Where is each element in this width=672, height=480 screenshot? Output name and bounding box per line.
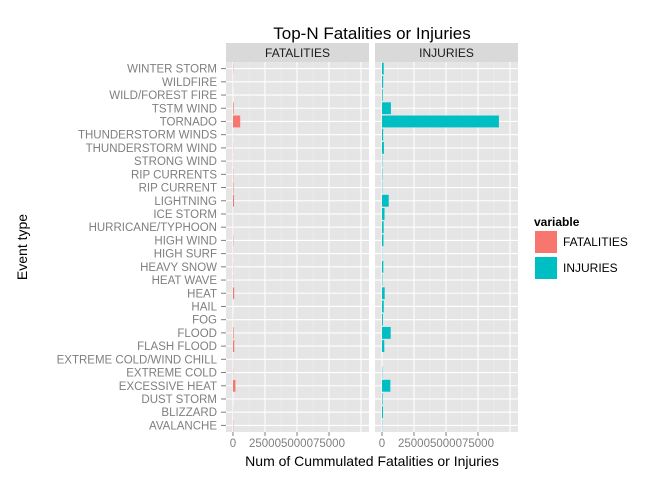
bar-injuries-hail: [382, 300, 384, 313]
x-tick-label: 0: [379, 438, 385, 450]
bar-injuries-wild-forest-fire: [382, 89, 383, 101]
y-tick-label: LIGHTNING: [154, 196, 217, 208]
bar-injuries-high-wind: [382, 234, 384, 247]
x-tick-label: 25000: [249, 438, 281, 450]
bar-injuries-fog: [382, 313, 383, 326]
legend-swatch-injuries: [535, 257, 557, 279]
bar-fatalities-heat: [233, 287, 235, 300]
y-tick-label: RIP CURRENTS: [131, 169, 217, 181]
legend-label-fatalities: FATALITIES: [563, 235, 628, 249]
y-tick-label: HEAT WAVE: [152, 275, 218, 287]
facet-strip-fatalities: [226, 43, 369, 62]
bar-injuries-blizzard: [382, 406, 384, 419]
y-tick-label: THUNDERSTORM WIND: [86, 143, 217, 155]
bar-injuries-flash-flood: [382, 340, 385, 353]
y-tick-label: THUNDERSTORM WINDS: [78, 130, 217, 142]
bar-fatalities-tornado: [233, 115, 241, 128]
bar-injuries-tornado: [382, 115, 499, 128]
chart-title: Top-N Fatalities or Injuries: [273, 24, 470, 43]
y-tick-label: AVALANCHE: [149, 420, 217, 432]
bar-injuries-tstm-wind: [382, 102, 391, 115]
x-axis: 0 25000 50000 75000 0 25000 50000 75000: [230, 432, 494, 450]
x-tick-label: 25000: [398, 438, 430, 450]
x-tick-label: 75000: [313, 438, 345, 450]
bar-fatalities-excessive-heat: [233, 379, 236, 392]
y-tick-label: EXTREME COLD: [126, 368, 217, 380]
y-tick-label: TORNADO: [160, 116, 217, 128]
y-tick-label: FLOOD: [177, 328, 217, 340]
y-tick-label: HIGH WIND: [154, 235, 217, 247]
x-tick-label: 75000: [462, 438, 494, 450]
y-tick-label: HURRICANE/TYPHOON: [89, 222, 217, 234]
y-tick-label: RIP CURRENT: [139, 183, 217, 195]
bar-fatalities-tstm-wind: [233, 102, 234, 115]
y-tick-label: EXTREME COLD/WIND CHILL: [57, 354, 218, 366]
y-tick-label: HEAVY SNOW: [140, 262, 217, 274]
bar-injuries-thunderstorm-wind: [382, 141, 384, 154]
bar-injuries-ice-storm: [382, 208, 385, 220]
legend-swatch-fatalities: [535, 231, 557, 253]
bars-injuries: [382, 62, 499, 432]
bars-fatalities: [233, 62, 241, 432]
facet-label-injuries: INJURIES: [419, 46, 474, 60]
y-tick-label: FOG: [192, 315, 217, 327]
x-tick-label: 0: [230, 438, 236, 450]
bar-injuries-lightning: [382, 194, 389, 207]
y-axis-title: Event type: [14, 214, 30, 280]
y-tick-label: BLIZZARD: [161, 407, 217, 419]
bar-injuries-dust-storm: [382, 393, 383, 405]
y-tick-label: WILD/FOREST FIRE: [109, 90, 217, 102]
bar-injuries-excessive-heat: [382, 379, 391, 392]
bar-fatalities-flood: [233, 326, 234, 339]
x-axis-title: Num of Cummulated Fatalities or Injuries: [245, 453, 499, 469]
y-tick-label: STRONG WIND: [134, 156, 217, 168]
bar-injuries-thunderstorm-winds: [382, 128, 384, 141]
bar-injuries-winter-storm: [382, 62, 384, 75]
facet-label-fatalities: FATALITIES: [265, 46, 330, 60]
gridlines-fatalities: [226, 62, 369, 432]
bar-injuries-flood: [382, 326, 391, 339]
facet-strip-injuries: [375, 43, 518, 62]
bar-injuries-heavy-snow: [382, 260, 384, 273]
bar-fatalities-lightning: [233, 194, 235, 207]
bar-injuries-heat: [382, 287, 385, 300]
y-tick-label: DUST STORM: [141, 394, 217, 406]
y-tick-label: HEAT: [187, 288, 217, 300]
x-tick-label: 50000: [281, 438, 313, 450]
y-tick-label: TSTM WIND: [152, 103, 217, 115]
legend-label-injuries: INJURIES: [563, 261, 618, 275]
y-tick-label: EXCESSIVE HEAT: [119, 381, 217, 393]
legend-title: variable: [534, 215, 580, 229]
y-tick-label: HAIL: [191, 301, 217, 313]
y-tick-label: HIGH SURF: [154, 249, 217, 261]
legend: FATALITIES INJURIES: [535, 231, 628, 279]
gridlines-injuries: [375, 62, 518, 432]
y-tick-label: ICE STORM: [153, 209, 217, 221]
bar-injuries-wildfire: [382, 75, 384, 88]
bar-fatalities-flash-flood: [233, 340, 235, 353]
bar-injuries-hurricane-typhoon: [382, 221, 384, 234]
y-tick-label: FLASH FLOOD: [137, 341, 217, 353]
x-tick-label: 50000: [430, 438, 462, 450]
y-tick-label: WINTER STORM: [127, 64, 217, 76]
y-tick-label: WILDFIRE: [162, 77, 217, 89]
